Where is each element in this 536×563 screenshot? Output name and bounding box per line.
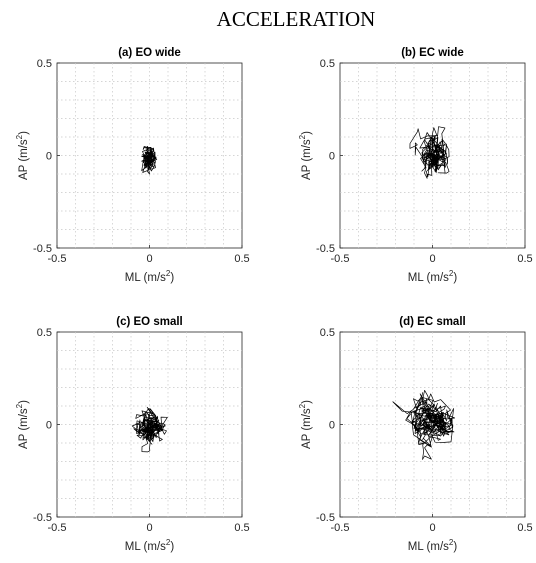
- y-tick-label: -0.5: [33, 512, 52, 524]
- subplot-title: (b) EC wide: [401, 47, 464, 59]
- y-axis-label: AP (m/s2): [298, 131, 313, 180]
- subplot-c: -0.5 0 0.5 -0.5 0 0.5 (c) EO small ML (m/s2) AP …: [15, 316, 250, 553]
- subplot-a: -0.5 0 0.5 -0.5 0 0.5 (a) EO wide ML (m/s2) AP (…: [15, 47, 250, 284]
- x-tick-label: 0.5: [234, 253, 249, 265]
- subplot-title: (a) EO wide: [118, 47, 181, 59]
- y-tick-label: 0.5: [37, 327, 52, 339]
- y-tick-label: 0.5: [320, 58, 335, 70]
- y-tick-label: -0.5: [316, 512, 335, 524]
- y-tick-label: -0.5: [33, 243, 52, 255]
- y-axis-label: AP (m/s2): [15, 131, 30, 180]
- sway-trace: [141, 145, 158, 175]
- x-tick-label: -0.5: [48, 253, 67, 265]
- x-tick-label: -0.5: [331, 253, 350, 265]
- y-axis-label: AP (m/s2): [298, 400, 313, 449]
- y-tick-label: 0.5: [320, 327, 335, 339]
- x-tick-label: 0: [429, 522, 435, 534]
- sway-trace: [409, 126, 450, 179]
- x-tick-label: 0: [429, 253, 435, 265]
- x-tick-label: 0.5: [234, 522, 249, 534]
- x-tick-label: -0.5: [48, 522, 67, 534]
- x-tick-label: -0.5: [331, 522, 350, 534]
- subplot-title: (c) EO small: [116, 316, 182, 328]
- subplot-d: -0.5 0 0.5 -0.5 0 0.5 (d) EC small ML (m/s2) AP …: [298, 316, 533, 553]
- x-axis-label: ML (m/s2): [125, 269, 175, 284]
- x-axis-label: ML (m/s2): [408, 538, 458, 553]
- sway-trace: [392, 389, 456, 460]
- subplot-title: (d) EC small: [399, 316, 465, 328]
- x-tick-label: 0: [146, 522, 152, 534]
- x-axis-label: ML (m/s2): [125, 538, 175, 553]
- y-tick-label: 0: [46, 420, 52, 432]
- sway-trace: [131, 406, 168, 453]
- y-tick-label: 0.5: [37, 58, 52, 70]
- y-axis-label: AP (m/s2): [15, 400, 30, 449]
- y-tick-label: 0: [329, 151, 335, 163]
- y-tick-label: 0: [46, 151, 52, 163]
- subplot-b: -0.5 0 0.5 -0.5 0 0.5 (b) EC wide ML (m/s2) AP (…: [298, 47, 533, 284]
- figure-title: ACCELERATION: [217, 7, 376, 31]
- y-tick-label: 0: [329, 420, 335, 432]
- x-tick-label: 0: [146, 253, 152, 265]
- x-axis-label: ML (m/s2): [408, 269, 458, 284]
- x-tick-label: 0.5: [517, 522, 532, 534]
- y-tick-label: -0.5: [316, 243, 335, 255]
- x-tick-label: 0.5: [517, 253, 532, 265]
